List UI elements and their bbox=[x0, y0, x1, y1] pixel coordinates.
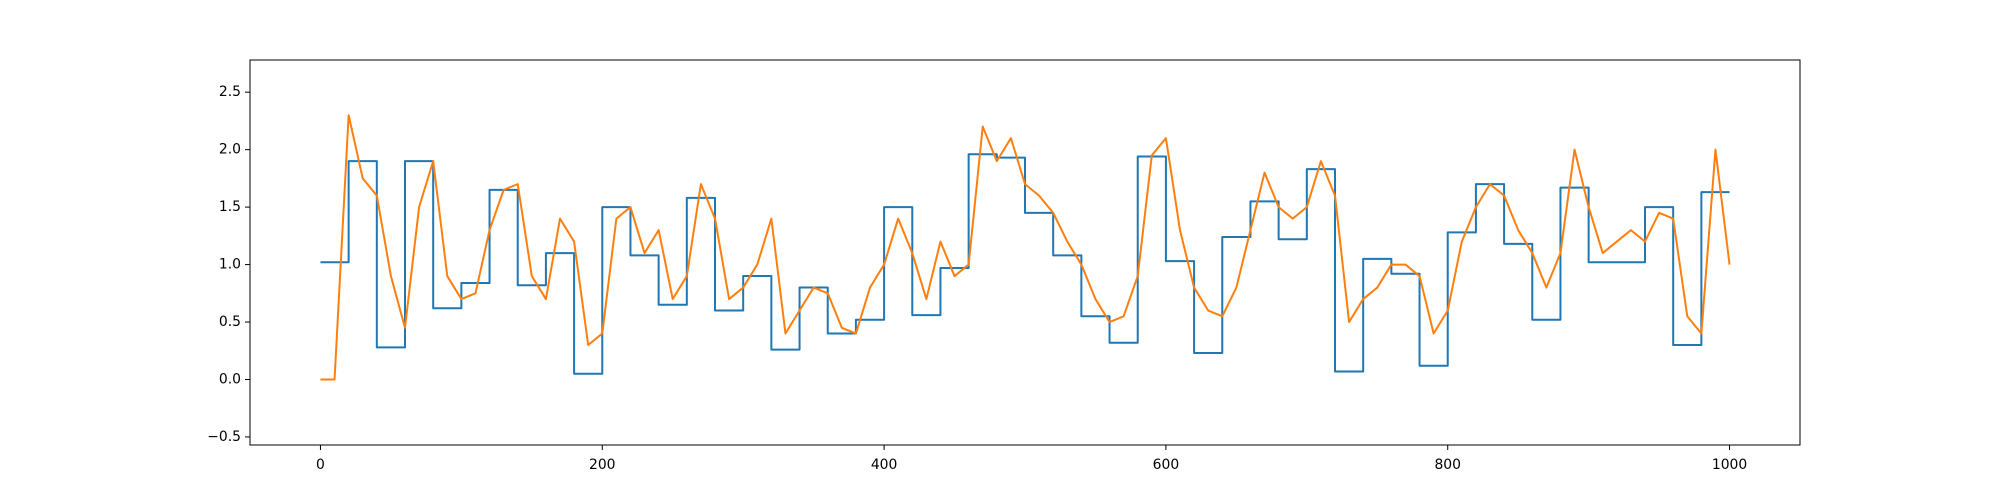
y-tick-label: 2.0 bbox=[219, 142, 241, 158]
x-tick-label: 1000 bbox=[1712, 457, 1747, 473]
x-tick-label: 200 bbox=[589, 457, 616, 473]
y-tick-label: 0.0 bbox=[219, 371, 241, 387]
y-tick-label: −0.5 bbox=[207, 429, 241, 445]
y-tick-label: 0.5 bbox=[219, 314, 241, 330]
y-tick-label: 2.5 bbox=[219, 84, 241, 100]
y-tick-label: 1.0 bbox=[219, 257, 241, 273]
x-tick-label: 0 bbox=[316, 457, 325, 473]
x-tick-label: 400 bbox=[871, 457, 898, 473]
x-tick-label: 800 bbox=[1434, 457, 1461, 473]
plot-area bbox=[320, 114, 1731, 381]
x-tick-label: 600 bbox=[1153, 457, 1180, 473]
data-line bbox=[320, 153, 1730, 375]
y-tick-label: 1.5 bbox=[219, 199, 241, 215]
plot-frame bbox=[249, 59, 1801, 446]
data-line bbox=[320, 114, 1731, 381]
